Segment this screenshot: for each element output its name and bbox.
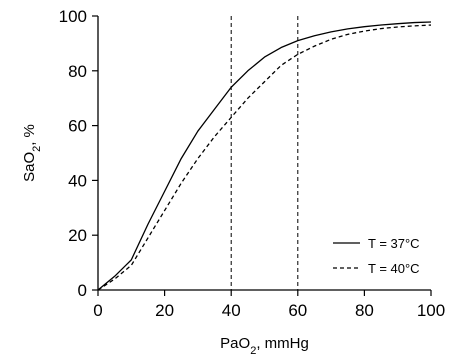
y-axis-title-sub: 2 <box>31 146 43 152</box>
series-line-40c <box>97 24 432 291</box>
series-line-37c <box>97 21 432 291</box>
x-axis-title-rest: , mmHg <box>256 335 309 352</box>
reference-lines <box>230 16 299 290</box>
y-axis-title-main: SaO <box>21 152 38 182</box>
legend-label-37c: T = 37°C <box>368 236 420 251</box>
y-tick-label: 60 <box>68 117 87 136</box>
y-axis-title-rest: , % <box>21 124 38 146</box>
axes <box>97 16 431 291</box>
x-tick-label: 100 <box>417 301 445 320</box>
y-tick-label: 80 <box>68 62 87 81</box>
x-axis-title-main: PaO <box>220 335 250 352</box>
y-tick-label: 20 <box>68 226 87 245</box>
legend: T = 37°C T = 40°C <box>333 236 420 276</box>
x-tick-label: 60 <box>288 301 307 320</box>
y-tick-label: 40 <box>68 171 87 190</box>
y-tick-label: 0 <box>78 281 87 300</box>
x-axis-title: PaO2, mmHg <box>220 335 309 357</box>
y-axis-title: SaO2, % <box>21 124 43 182</box>
x-tick-label: 0 <box>93 301 102 320</box>
x-tick-label: 80 <box>355 301 374 320</box>
series-layer <box>97 21 432 291</box>
x-axis-title-sub: 2 <box>250 345 256 357</box>
x-tick-label: 40 <box>222 301 241 320</box>
legend-label-40c: T = 40°C <box>368 261 420 276</box>
y-tick-label: 100 <box>59 7 87 26</box>
ticks: 0 20 40 60 80 100 0 20 40 60 80 100 <box>59 7 446 320</box>
x-tick-label: 20 <box>155 301 174 320</box>
